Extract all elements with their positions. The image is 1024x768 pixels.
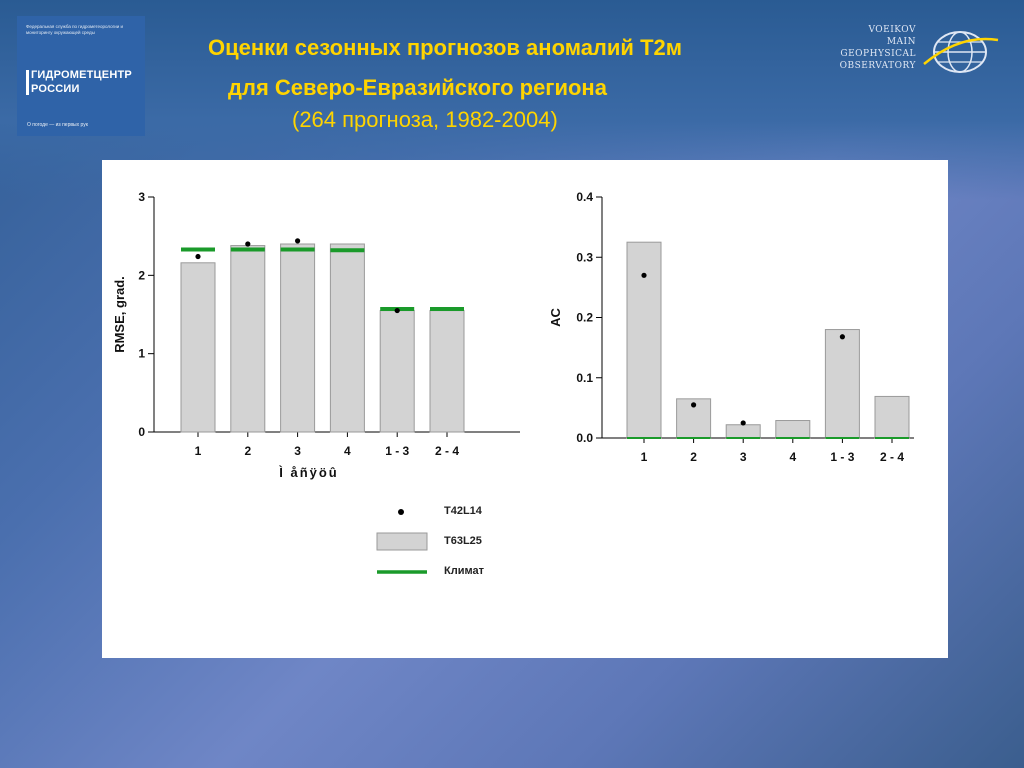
voeikov-logo: VOEIKOV MAIN GEOPHYSICAL OBSERVATORY — [824, 24, 1004, 80]
logo-agency-text: Федеральная служба по гидрометеорологии … — [26, 24, 124, 35]
rmse-x-tick-label: 3 — [294, 444, 301, 458]
ac-y-label: AC — [548, 308, 563, 327]
rmse-x-tick-label: 2 - 4 — [435, 444, 459, 458]
rmse-bar — [280, 243, 316, 433]
rmse-y-tick-label: 2 — [138, 268, 145, 282]
ac-dot — [839, 334, 846, 340]
rmse-x-label: Ì åñÿöû — [278, 465, 339, 480]
logo-motto: О погоде — из первых рук — [27, 122, 88, 128]
voeikov-logo-text: VOEIKOV MAIN GEOPHYSICAL OBSERVATORY — [840, 24, 916, 72]
ac-y-tick-label: 0.2 — [576, 311, 593, 325]
title-line3: (264 прогноза, 1982-2004) — [292, 107, 558, 132]
logo-brand-line1: ГИДРОМЕТЦЕНТР — [31, 69, 132, 81]
rmse-dot — [295, 238, 301, 244]
ac-x-tick-label: 1 - 3 — [830, 450, 854, 464]
rmse-y-label: RMSE, grad. — [112, 276, 127, 353]
rmse-bar — [429, 310, 465, 433]
ac-x-tick-label: 3 — [740, 450, 747, 464]
logo-bar — [26, 70, 29, 95]
ac-y-tick-label: 0.0 — [576, 431, 593, 445]
legend-label-t63: T63L25 — [444, 535, 482, 547]
ac-x-tick-label: 2 - 4 — [880, 450, 904, 464]
rmse-dot — [245, 241, 251, 247]
legend-symbols — [376, 509, 428, 574]
ac-dot — [740, 420, 746, 426]
ac-y-tick-label: 0.4 — [576, 190, 593, 204]
title-line2: для Северо-Евразийского региона — [228, 75, 607, 100]
rmse-dot — [394, 307, 400, 314]
logo-brand-line2: РОССИИ — [31, 83, 80, 95]
rmse-x-tick-label: 1 — [195, 444, 202, 458]
ac-y-tick-label: 0.3 — [576, 250, 593, 264]
voeikov-line1: VOEIKOV — [868, 25, 916, 35]
rmse-y-tick-label: 0 — [138, 425, 145, 439]
legend-box-icon — [376, 532, 428, 551]
rmse-bar — [379, 310, 415, 433]
ac-x-tick-label: 1 — [641, 450, 648, 464]
legend-label-t42: T42L14 — [444, 505, 482, 517]
rmse-y-tick-label: 1 — [138, 347, 145, 361]
globe-icon — [923, 31, 999, 73]
rmse-x-tick-label: 2 — [244, 444, 251, 458]
voeikov-line2: MAIN — [886, 37, 916, 47]
ac-y-tick-label: 0.1 — [576, 371, 593, 385]
hydromet-logo: Федеральная служба по гидрометеорологии … — [17, 16, 145, 136]
rmse-x-tick-label: 1 - 3 — [385, 444, 409, 458]
ac-bar — [626, 241, 662, 439]
rmse-y-tick-label: 3 — [138, 190, 145, 204]
rmse-bar — [329, 243, 365, 433]
ac-bar — [874, 395, 910, 439]
title-line1: Оценки сезонных прогнозов аномалий Т2м — [208, 35, 683, 60]
ac-bar — [725, 424, 761, 439]
ac-dot — [641, 272, 647, 278]
rmse-bar — [230, 245, 266, 433]
chart-panel: 0 1 2 3 1 2 3 4 1 - 3 2 - 4 Ì åñÿöû RMSE, grad. 0.0 0… — [102, 160, 948, 658]
rmse-dot — [195, 253, 201, 260]
legend-label-climate: Климат — [444, 565, 484, 577]
ac-bar — [824, 329, 860, 439]
ac-bar — [775, 420, 811, 439]
charts-svg: 0 1 2 3 1 2 3 4 1 - 3 2 - 4 Ì åñÿöû RMSE, grad. 0.0 0… — [112, 190, 914, 480]
ac-x-tick-label: 2 — [690, 450, 697, 464]
rmse-bar — [180, 262, 216, 433]
legend-dot-icon — [398, 509, 404, 515]
ac-dot — [691, 402, 697, 408]
ac-x-tick-label: 4 — [789, 450, 796, 464]
voeikov-line3: GEOPHYSICAL — [840, 49, 916, 59]
voeikov-line4: OBSERVATORY — [839, 61, 916, 71]
rmse-x-tick-label: 4 — [344, 444, 351, 458]
logo-brand: ГИДРОМЕТЦЕНТР РОССИИ — [31, 68, 132, 96]
